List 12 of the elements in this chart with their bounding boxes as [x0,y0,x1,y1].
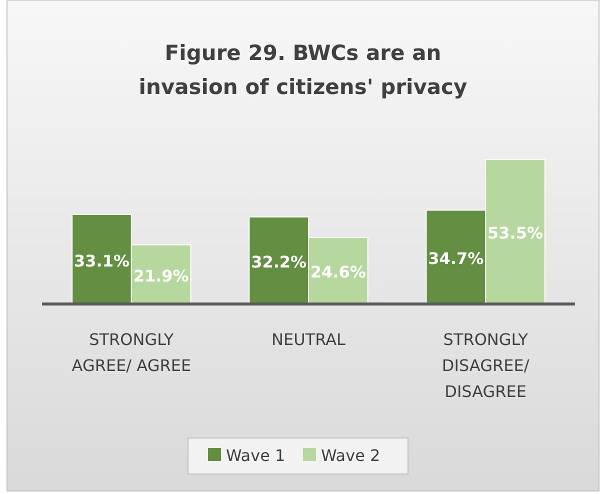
text: Wave 1 [226,446,286,465]
chart-title: Figure 29. BWCs are an invasion of citizens' privacy [138,41,468,99]
legend-label: Wave 2 [321,446,380,465]
data-label: 24.6% [310,262,366,282]
data-label: 53.5% [487,224,543,243]
data-label: 32.2% [251,252,307,272]
data-label: 34.7% [428,249,484,268]
data-label: 33.1% [74,251,130,270]
data-label: 21.9% [133,266,189,286]
x-tick-label: NEUTRAL [272,330,346,349]
x-tick-label: STRONGLY AGREE/ AGREE [72,330,192,375]
x-tick-label: STRONGLY DISAGREE/ DISAGREE [442,330,530,401]
